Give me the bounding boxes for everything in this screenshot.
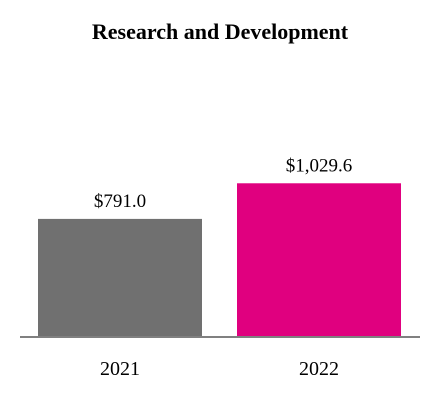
chart-title: Research and Development — [92, 19, 349, 44]
bar-2022 — [237, 183, 401, 337]
value-labels-group: $791.0 $1,029.6 — [94, 155, 352, 212]
x-tick-label-2022: 2022 — [299, 358, 339, 380]
x-tick-label-2021: 2021 — [100, 358, 140, 380]
bar-2021 — [38, 218, 202, 337]
value-label-2022: $1,029.6 — [286, 155, 353, 176]
bars-group — [38, 183, 401, 337]
value-label-2021: $791.0 — [94, 191, 146, 212]
x-tick-labels-group: 2021 2022 — [100, 358, 339, 380]
